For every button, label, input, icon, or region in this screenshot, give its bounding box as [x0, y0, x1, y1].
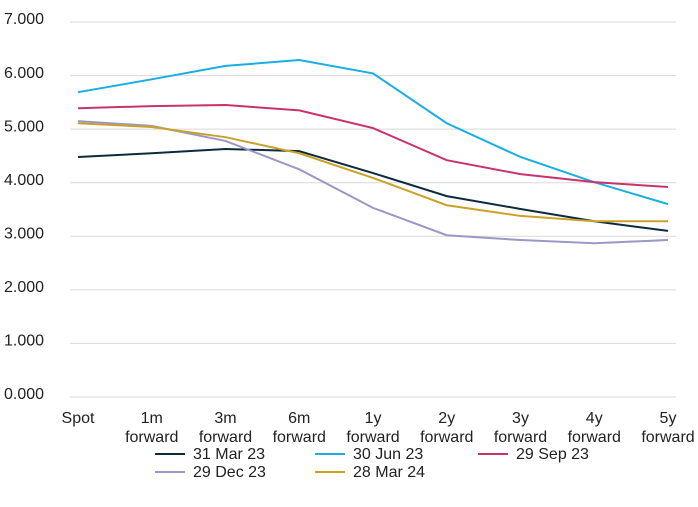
x-tick-label: 6m forward [272, 410, 326, 446]
x-tick-label: Spot [61, 410, 95, 427]
legend-label: 28 Mar 24 [353, 464, 425, 481]
y-tick-label: 5.000 [4, 118, 44, 135]
legend-label: 29 Sep 23 [516, 446, 589, 463]
x-tick-label: 4y forward [567, 410, 621, 446]
x-tick-label: 1y forward [346, 410, 400, 446]
data-line [77, 122, 668, 223]
y-tick-label: 7.000 [4, 11, 44, 28]
x-tick-label: 3y forward [493, 410, 548, 446]
y-tick-label: 6.000 [4, 65, 44, 82]
data-line [77, 59, 669, 206]
legend-label: 30 Jun 23 [353, 446, 423, 463]
y-tick-label: 1.000 [4, 333, 44, 350]
y-tick-label: 4.000 [4, 172, 44, 189]
y-tick-label: 0.000 [4, 386, 44, 403]
data-line [77, 104, 669, 188]
x-tick-label: 2y forward [420, 410, 474, 446]
x-tick-label: 3m forward [198, 410, 253, 446]
x-tick-label: 5y forward [641, 410, 695, 446]
legend-label: 31 Mar 23 [193, 446, 265, 463]
y-tick-label: 3.000 [4, 226, 44, 243]
data-line [77, 120, 669, 245]
x-tick-label: 1m forward [125, 410, 179, 446]
legend-label: 29 Dec 23 [193, 464, 266, 481]
data-line [77, 147, 669, 232]
y-tick-label: 2.000 [4, 279, 44, 296]
